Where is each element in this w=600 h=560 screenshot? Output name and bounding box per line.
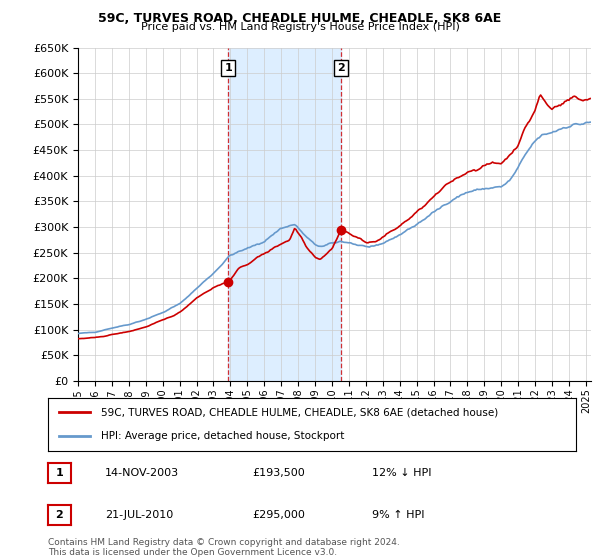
Text: 14-NOV-2003: 14-NOV-2003 (105, 468, 179, 478)
Text: £193,500: £193,500 (252, 468, 305, 478)
Text: 1: 1 (56, 468, 63, 478)
Text: 2: 2 (337, 63, 345, 73)
Text: 12% ↓ HPI: 12% ↓ HPI (372, 468, 431, 478)
Text: 59C, TURVES ROAD, CHEADLE HULME, CHEADLE, SK8 6AE: 59C, TURVES ROAD, CHEADLE HULME, CHEADLE… (98, 12, 502, 25)
Text: 2: 2 (56, 510, 63, 520)
Text: HPI: Average price, detached house, Stockport: HPI: Average price, detached house, Stoc… (101, 431, 344, 441)
Bar (228, 48, 341, 381)
Text: 21-JUL-2010: 21-JUL-2010 (105, 510, 173, 520)
Text: 59C, TURVES ROAD, CHEADLE HULME, CHEADLE, SK8 6AE (detached house): 59C, TURVES ROAD, CHEADLE HULME, CHEADLE… (101, 408, 498, 418)
Text: £295,000: £295,000 (252, 510, 305, 520)
Text: 9% ↑ HPI: 9% ↑ HPI (372, 510, 425, 520)
Text: 1: 1 (224, 63, 232, 73)
Text: Price paid vs. HM Land Registry's House Price Index (HPI): Price paid vs. HM Land Registry's House … (140, 22, 460, 32)
Text: Contains HM Land Registry data © Crown copyright and database right 2024.
This d: Contains HM Land Registry data © Crown c… (48, 538, 400, 557)
